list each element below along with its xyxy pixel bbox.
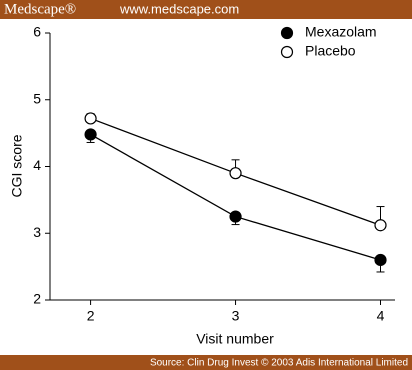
y-tick-label: 4 <box>33 157 41 173</box>
series-line <box>90 133 381 261</box>
x-tick-label: 2 <box>87 308 95 324</box>
y-tick-label: 3 <box>33 224 41 240</box>
legend-marker <box>280 26 294 40</box>
footer-bar <box>0 355 412 370</box>
x-axis-label: Visit number <box>196 331 274 347</box>
x-tick-label: 3 <box>232 308 240 324</box>
y-tick-label: 6 <box>33 24 41 40</box>
x-tick-label: 4 <box>377 308 385 324</box>
logo: Medscape® <box>4 1 76 17</box>
header-bar <box>0 0 412 19</box>
marker <box>229 167 242 180</box>
marker <box>374 219 387 232</box>
marker <box>374 253 387 267</box>
source: Source: Clin Drug Invest © 2003 Adis Int… <box>150 358 408 369</box>
marker <box>229 210 242 223</box>
legend-marker <box>280 45 294 59</box>
marker <box>84 112 97 125</box>
y-tick-label: 2 <box>33 291 41 307</box>
y-tick-label: 5 <box>33 90 41 106</box>
site-url: www.medscape.com <box>119 1 239 16</box>
marker <box>84 128 97 141</box>
legend-label: Placebo <box>305 43 356 59</box>
legend-label: Mexazolam <box>305 24 377 40</box>
y-axis-label: CGI score <box>9 134 25 197</box>
